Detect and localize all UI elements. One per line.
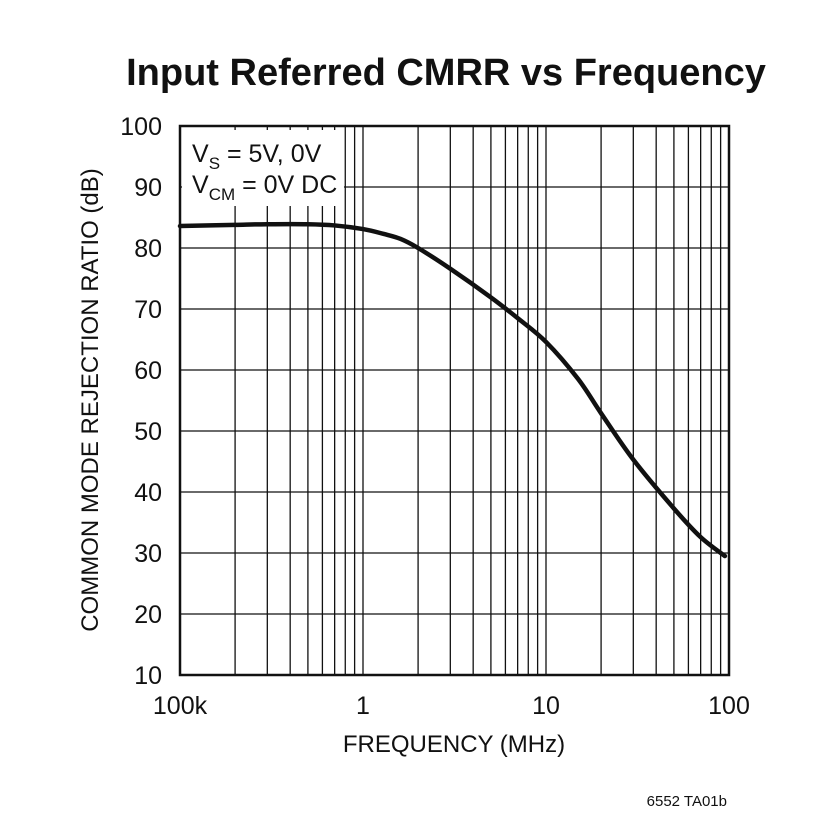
x-tick-label: 10: [532, 692, 560, 720]
x-axis-label: FREQUENCY (MHz): [343, 731, 565, 758]
x-tick-label: 100: [708, 692, 750, 720]
y-tick-label: 10: [134, 662, 162, 690]
chart-title: Input Referred CMRR vs Frequency: [126, 52, 766, 94]
x-tick-label: 1: [356, 692, 370, 720]
series-layer: [177, 221, 728, 559]
y-tick-label: 80: [134, 235, 162, 263]
y-tick-label: 20: [134, 601, 162, 629]
y-tick-label: 40: [134, 479, 162, 507]
y-tick-label: 100: [120, 113, 162, 141]
annotation-common-mode: VCM = 0V DC: [192, 171, 337, 204]
figure-code: 6552 TA01b: [647, 793, 727, 810]
annotation-supply: VS = 5V, 0V: [192, 140, 322, 173]
plot-frame: [178, 124, 731, 677]
y-tick-label: 50: [134, 418, 162, 446]
grid: [180, 126, 729, 675]
y-tick-label: 60: [134, 357, 162, 385]
y-axis-label: COMMON MODE REJECTION RATIO (dB): [77, 168, 104, 632]
series-line-cmrr: [177, 221, 728, 559]
y-tick-label: 70: [134, 296, 162, 324]
x-tick-label: 100k: [153, 692, 208, 720]
tick-labels: 100k 1 10 100 100 90 80 70 60 50 40 30 20 10: [120, 113, 750, 720]
legend-box: [182, 130, 344, 206]
y-tick-label: 90: [134, 174, 162, 202]
y-tick-label: 30: [134, 540, 162, 568]
